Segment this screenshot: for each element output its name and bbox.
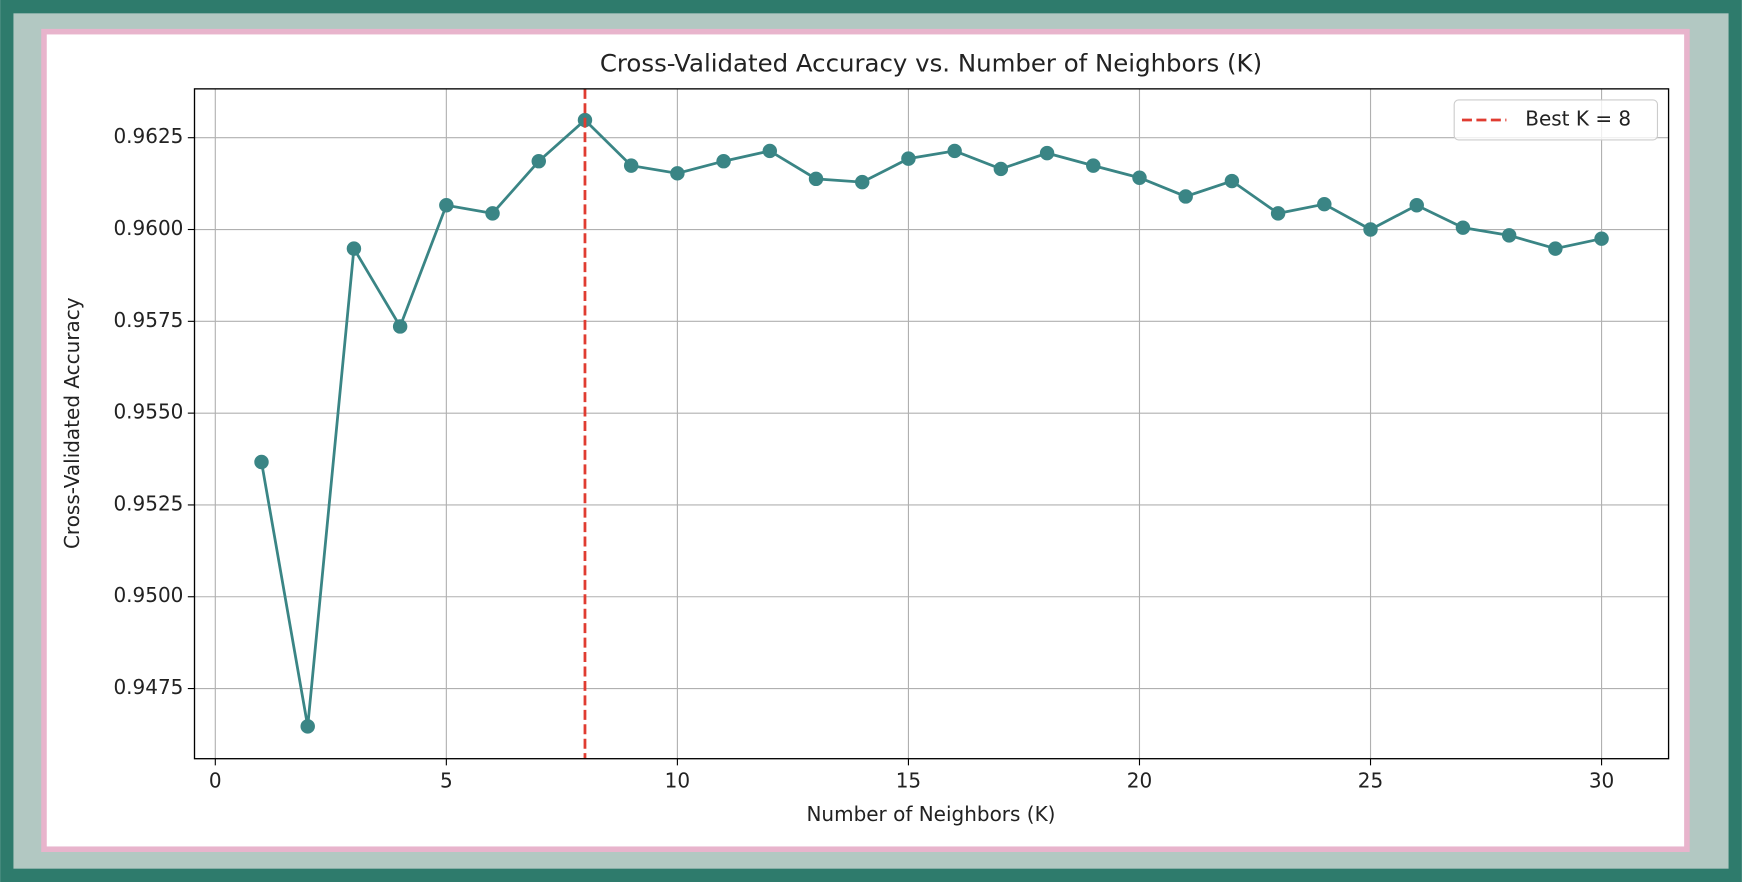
data-point — [855, 174, 870, 190]
data-point — [1178, 189, 1193, 204]
data-point — [1363, 222, 1378, 237]
data-point — [901, 151, 916, 166]
y-tick-label: 0.9550 — [113, 400, 183, 424]
data-point — [1594, 231, 1609, 246]
figure-background — [46, 34, 1685, 847]
data-point — [439, 198, 454, 213]
y-tick-label: 0.9575 — [113, 308, 183, 332]
y-tick-label: 0.9525 — [113, 491, 183, 515]
data-point — [623, 158, 639, 173]
data-point — [808, 171, 824, 187]
data-point — [1224, 173, 1240, 189]
data-point — [670, 166, 685, 181]
data-line — [260, 118, 1602, 727]
data-point — [1501, 228, 1517, 243]
data-point — [947, 143, 962, 159]
data-point — [1409, 198, 1424, 213]
y-tick-label: 0.9625 — [113, 124, 183, 148]
x-tick-label: 25 — [1358, 769, 1383, 793]
legend-label: Best K = 8 — [1525, 106, 1631, 130]
chart-title: Cross-Validated Accuracy vs. Number of N… — [600, 48, 1262, 77]
data-point — [1548, 241, 1563, 256]
y-tick-label: 0.9475 — [113, 675, 183, 699]
data-point — [1270, 206, 1286, 221]
data-point — [716, 153, 731, 169]
x-tick-label: 20 — [1127, 769, 1152, 793]
data-point — [762, 143, 778, 159]
data-point — [392, 319, 408, 334]
data-point — [1039, 145, 1055, 161]
data-point — [993, 161, 1009, 177]
y-axis-label: Cross-Validated Accuracy — [60, 297, 84, 549]
data-point — [485, 206, 500, 221]
x-tick-label: 30 — [1589, 769, 1614, 793]
plot-frame — [193, 88, 1670, 760]
x-tick-label: 15 — [896, 769, 921, 793]
data-point — [300, 719, 315, 734]
legend-box — [1453, 99, 1659, 141]
data-point — [1132, 170, 1147, 185]
data-point — [531, 153, 546, 169]
data-point — [346, 241, 362, 256]
data-point — [1317, 196, 1332, 212]
data-point — [254, 454, 269, 470]
x-tick-label: 5 — [440, 769, 453, 793]
x-tick-label: 10 — [665, 769, 690, 793]
x-tick-label: 0 — [209, 769, 222, 793]
y-tick-label: 0.9500 — [113, 583, 183, 607]
y-tick-label: 0.9600 — [113, 216, 183, 240]
x-axis-label: Number of Neighbors (K) — [806, 802, 1055, 826]
data-point — [1455, 220, 1471, 235]
data-point — [1086, 158, 1101, 173]
